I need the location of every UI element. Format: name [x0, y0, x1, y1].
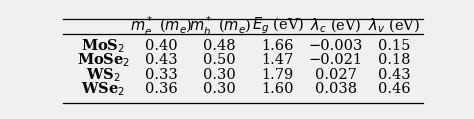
- Text: −0.021: −0.021: [309, 53, 363, 67]
- Text: WS$_2$: WS$_2$: [86, 66, 121, 84]
- Text: $m_h^*$ ($m_e$): $m_h^*$ ($m_e$): [189, 15, 251, 38]
- Text: $E_g$ (eV): $E_g$ (eV): [252, 16, 304, 37]
- Text: $m_e^*$ ($m_e$): $m_e^*$ ($m_e$): [130, 15, 193, 38]
- Text: 1.47: 1.47: [262, 53, 294, 67]
- Text: 0.33: 0.33: [146, 68, 178, 82]
- Text: 0.36: 0.36: [146, 82, 178, 96]
- Text: 0.15: 0.15: [378, 39, 410, 53]
- Text: 0.50: 0.50: [203, 53, 236, 67]
- Text: 0.18: 0.18: [378, 53, 410, 67]
- Text: 0.027: 0.027: [315, 68, 357, 82]
- Text: 1.79: 1.79: [262, 68, 294, 82]
- Text: $\lambda_c$ (eV): $\lambda_c$ (eV): [310, 17, 362, 35]
- Text: WSe$_2$: WSe$_2$: [82, 81, 125, 98]
- Text: 0.46: 0.46: [378, 82, 410, 96]
- Text: 0.30: 0.30: [203, 68, 236, 82]
- Text: 0.48: 0.48: [203, 39, 236, 53]
- Text: 0.43: 0.43: [146, 53, 178, 67]
- Text: 1.66: 1.66: [262, 39, 294, 53]
- Text: −0.003: −0.003: [309, 39, 363, 53]
- Text: MoSe$_2$: MoSe$_2$: [77, 51, 130, 69]
- Text: 0.30: 0.30: [203, 82, 236, 96]
- Text: MoS$_2$: MoS$_2$: [82, 37, 125, 55]
- Text: $\lambda_v$ (eV): $\lambda_v$ (eV): [368, 17, 420, 35]
- Text: 0.43: 0.43: [378, 68, 410, 82]
- Text: 1.60: 1.60: [262, 82, 294, 96]
- Text: 0.40: 0.40: [146, 39, 178, 53]
- Text: 0.038: 0.038: [315, 82, 357, 96]
